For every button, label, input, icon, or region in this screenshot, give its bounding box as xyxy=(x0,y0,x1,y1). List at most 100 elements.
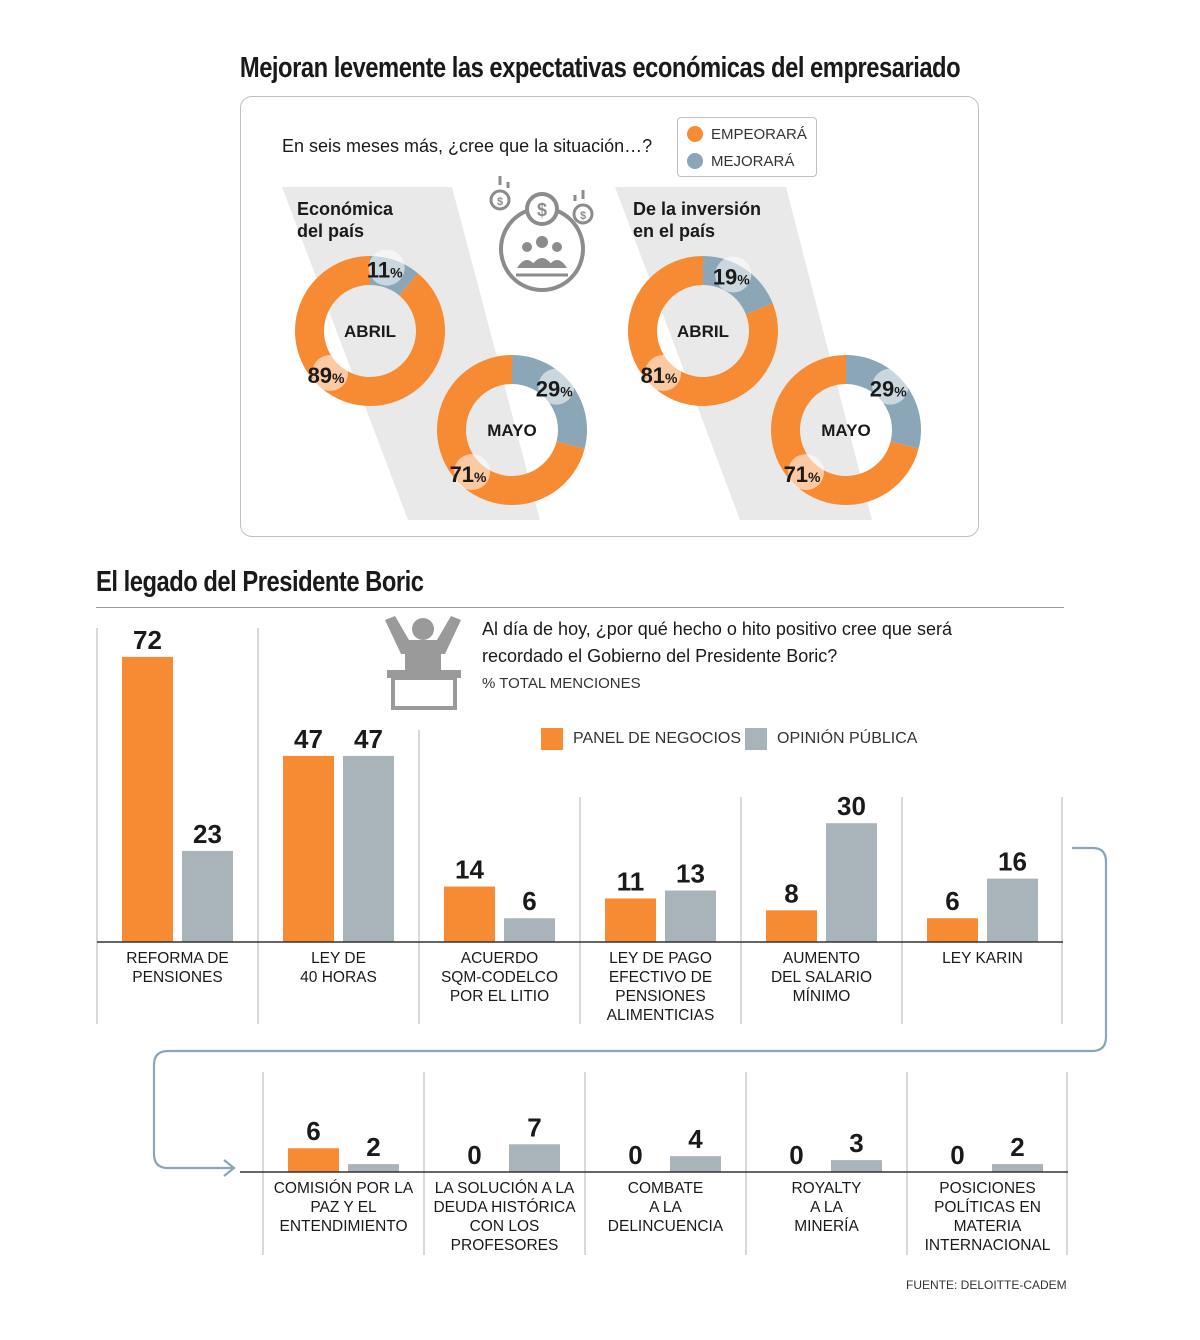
category-label: ROYALTY xyxy=(791,1180,861,1197)
category-label: PENSIONES xyxy=(615,988,705,1005)
donut-center-label: ABRIL xyxy=(344,322,396,341)
donut-value-empeorara: 71% xyxy=(784,462,821,487)
category-label: COMBATE xyxy=(628,1180,704,1197)
category-label: A LA xyxy=(649,1199,682,1216)
bar-opinion-publica xyxy=(182,850,233,942)
opinion-publica-swatch xyxy=(745,728,767,750)
continuation-arrow xyxy=(152,846,1108,1170)
group-title-line: Económica xyxy=(297,199,394,219)
category-label: MÍNIMO xyxy=(793,988,851,1005)
source-note: FUENTE: DELOITTE-CADEM xyxy=(906,1278,1067,1292)
bar-opinion-publica xyxy=(670,1156,721,1172)
donut-charts: $ $ $ ABRIL11%89%MAYO29%71%ABRIL19%81%MA… xyxy=(282,176,921,520)
bar-value-label: 6 xyxy=(945,886,959,916)
bar-value-label: 0 xyxy=(950,1140,964,1170)
category-label: REFORMA DE xyxy=(126,950,228,967)
economy-people-icon: $ $ $ xyxy=(489,176,594,292)
category-label: LEY DE xyxy=(311,950,366,967)
bar-group: 8 30 AUMENTO DEL SALARIO MÍNIMO xyxy=(740,791,877,1024)
bar-opinion-publica xyxy=(826,823,877,942)
bar-panel-negocios xyxy=(605,898,656,942)
group-title-line: del país xyxy=(297,221,365,241)
bar-value-label: 2 xyxy=(366,1132,380,1162)
bar-group: 11 13 LEY DE PAGO EFECTIVO DE PENSIONES ALIME… xyxy=(579,797,716,1024)
bar-value-label: 30 xyxy=(837,791,866,821)
expectations-panel xyxy=(240,96,979,537)
bar-value-label: 6 xyxy=(306,1116,320,1146)
category-label: ALIMENTICIAS xyxy=(607,1007,715,1024)
bar-group: 0 3 ROYALTY A LA MINERÍA xyxy=(745,1072,882,1255)
bar-value-label: 16 xyxy=(998,847,1027,877)
label-halo xyxy=(645,354,682,391)
expectations-legend: EMPEORARÁ MEJORARÁ xyxy=(677,117,817,177)
bar-panel-negocios xyxy=(444,886,495,942)
category-label: PROFESORES xyxy=(451,1237,559,1254)
mejorara-swatch xyxy=(687,153,703,169)
bar-value-label: 4 xyxy=(688,1124,703,1154)
category-label: DEL SALARIO xyxy=(771,969,872,986)
legacy-title: El legado del Presidente Boric xyxy=(96,566,424,598)
donut-center-label: MAYO xyxy=(487,421,536,440)
bar-value-label: 14 xyxy=(455,855,484,885)
group-title-line: De la inversión xyxy=(633,199,762,219)
bar-opinion-publica xyxy=(343,755,394,942)
expectations-question: En seis meses más, ¿cree que la situació… xyxy=(282,136,653,156)
bar-value-label: 0 xyxy=(789,1140,803,1170)
category-label: LEY DE PAGO xyxy=(609,950,712,967)
donut-center-label: MAYO xyxy=(821,421,870,440)
bar-panel-negocios xyxy=(122,656,173,942)
label-halo xyxy=(538,368,575,405)
category-label: ACUERDO xyxy=(461,950,539,967)
legend-item-empeorara: EMPEORARÁ xyxy=(687,121,807,147)
bar-panel-negocios xyxy=(288,1148,339,1172)
bar-value-label: 47 xyxy=(354,724,383,754)
bar-opinion-publica xyxy=(348,1164,399,1172)
bar-value-label: 72 xyxy=(133,625,162,655)
svg-text:$: $ xyxy=(580,210,586,222)
bar-value-label: 7 xyxy=(527,1112,541,1142)
legend-label: EMPEORARÁ xyxy=(711,125,807,143)
category-label: A LA xyxy=(810,1199,843,1216)
category-label: CON LOS xyxy=(470,1218,540,1235)
category-label: COMISIÓN POR LA xyxy=(274,1180,414,1197)
arrow-head-icon xyxy=(223,1159,236,1177)
label-halo xyxy=(788,453,825,490)
group-title-inversion: De la inversión en el país xyxy=(633,198,761,242)
category-label: SQM-CODELCO xyxy=(441,969,558,986)
bar-value-label: 23 xyxy=(193,819,222,849)
svg-text:$: $ xyxy=(537,200,547,220)
unit-label: % TOTAL MENCIONES xyxy=(482,675,641,692)
panel-negocios-swatch xyxy=(541,728,563,750)
bar-opinion-publica xyxy=(987,878,1038,942)
category-label: ENTENDIMIENTO xyxy=(279,1218,407,1235)
bar-value-label: 2 xyxy=(1010,1132,1024,1162)
bar-value-label: 0 xyxy=(467,1140,481,1170)
bar-group: 72 23 REFORMA DE PENSIONES xyxy=(96,625,233,1024)
bar-panel-negocios xyxy=(283,755,334,942)
category-label: MATERIA xyxy=(954,1218,1022,1235)
legend-item-mejorara: MEJORARÁ xyxy=(687,148,794,174)
category-label: POSICIONES xyxy=(939,1180,1035,1197)
svg-text:$: $ xyxy=(497,196,503,208)
legend-label: PANEL DE NEGOCIOS xyxy=(573,730,742,747)
bar-group: 6 16 LEY KARIN xyxy=(901,797,1038,1024)
group-title-economica: Económica del país xyxy=(297,198,393,242)
bar-group: 0 4 COMBATE A LA DELINCUENCIA xyxy=(584,1072,724,1255)
category-label: DELINCUENCIA xyxy=(608,1218,724,1235)
label-halo xyxy=(872,368,909,405)
category-label: POR EL LITIO xyxy=(450,988,549,1005)
infographic-title: Mejoran levemente las expectativas econó… xyxy=(239,52,961,84)
category-label: LEY KARIN xyxy=(942,950,1023,967)
bar-panel-negocios xyxy=(927,918,978,942)
category-label: 40 HORAS xyxy=(300,969,377,986)
bar-panel-negocios xyxy=(766,910,817,942)
legend-item-panel-negocios: PANEL DE NEGOCIOS xyxy=(541,728,741,750)
group-title-line: en el país xyxy=(633,221,716,241)
category-label: DEUDA HISTÓRICA xyxy=(433,1199,576,1216)
bar-value-label: 13 xyxy=(676,859,705,889)
label-halo xyxy=(454,453,491,490)
category-label: POLÍTICAS EN xyxy=(934,1199,1041,1216)
bar-group: 14 6 ACUERDO SQM-CODELCO POR EL LITIO xyxy=(418,730,558,1024)
category-label: LA SOLUCIÓN A LA xyxy=(435,1180,575,1197)
